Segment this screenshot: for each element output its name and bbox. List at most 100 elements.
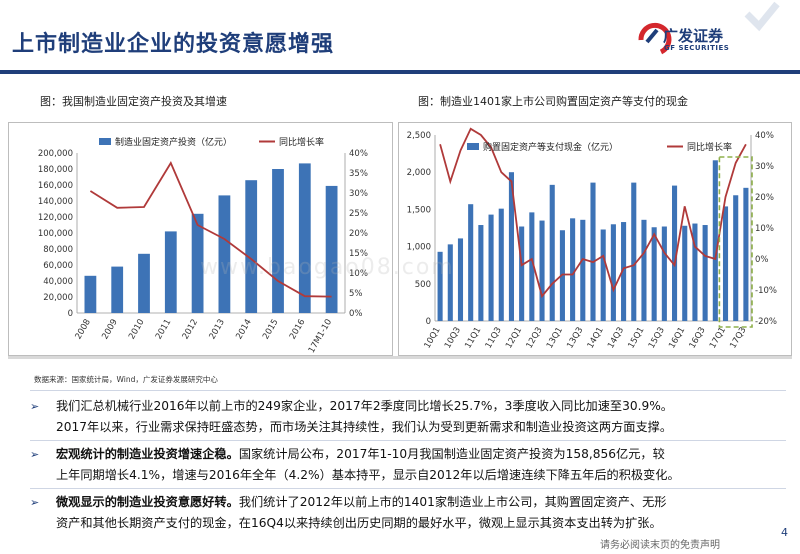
bar xyxy=(631,182,637,321)
x-tick-label: 2013 xyxy=(208,318,227,342)
x-tick-label: 2010 xyxy=(127,318,146,342)
bar xyxy=(478,225,484,321)
highlight-box xyxy=(718,156,753,328)
left-chart-frame: 0 20,000 40,000 60,000 80,000 100,000 120,000 1… xyxy=(8,122,393,356)
x-tick-label: 11Q3 xyxy=(484,326,504,351)
bar xyxy=(138,253,150,313)
bar xyxy=(600,229,606,321)
bar xyxy=(661,226,667,321)
bullet-2-line-1: 宏观统计的制造业投资增速企稳。国家统计局公布，2017年1-10月我国制造业固定… xyxy=(56,444,790,465)
bar xyxy=(457,238,464,321)
y-left-tick-label: 140,000 xyxy=(38,197,73,207)
bar xyxy=(743,187,749,321)
bar xyxy=(164,231,177,313)
y-right-tick-label: 40% xyxy=(755,131,774,141)
legend-bar-swatch xyxy=(467,143,479,150)
x-tick-label: 14Q1 xyxy=(586,326,606,351)
bar xyxy=(298,163,311,313)
y-right-tick-label: 0% xyxy=(755,255,769,265)
y-left-tick-label: 2,500 xyxy=(407,131,431,141)
x-tick-label: 13Q1 xyxy=(545,326,565,351)
right-chart-frame: 0 500 1,000 1,500 2,000 2,500 -20% -10% 0% 10% 20%… xyxy=(398,122,792,356)
x-tick-label: 17Q1 xyxy=(708,326,728,351)
bar xyxy=(325,185,338,313)
bar xyxy=(712,160,718,321)
bar xyxy=(245,180,258,313)
bar xyxy=(621,222,627,321)
corner-tick-decoration xyxy=(744,1,780,32)
bullet-3-line-2: 资产和其他长期资产支付的现金，在16Q4以来持续创出历史同期的最好水平，微观上显… xyxy=(56,516,662,530)
bar xyxy=(272,169,284,313)
bullet-arrow-icon: ➢ xyxy=(30,496,40,509)
x-tick-label: 2012 xyxy=(181,318,200,342)
y-right-tick-label: 25% xyxy=(349,209,368,219)
page-number: 4 xyxy=(781,526,788,539)
bar xyxy=(468,204,474,321)
y-left-tick-label: 2,000 xyxy=(407,168,431,178)
bar xyxy=(447,244,453,321)
right-chart-caption: 图：制造业1401家上市公司购置固定资产等支付的现金 xyxy=(418,95,688,108)
x-tick-label: 2008 xyxy=(74,318,93,342)
y-left-tick-label: 500 xyxy=(415,280,431,290)
bar xyxy=(702,225,708,321)
y-left-tick-label: 160,000 xyxy=(38,181,73,191)
bullet-arrow-icon: ➢ xyxy=(30,400,40,413)
bar xyxy=(519,226,525,321)
y-left-tick-label: 180,000 xyxy=(38,165,73,175)
right-chart: 0 500 1,000 1,500 2,000 2,500 -20% -10% 0% 10% 20%… xyxy=(407,127,777,351)
y-right-tick-label: -10% xyxy=(755,286,777,296)
bar xyxy=(641,219,647,321)
x-tick-label: 17M1-10 xyxy=(307,318,334,355)
bar xyxy=(570,218,576,321)
left-chart: 0 20,000 40,000 60,000 80,000 100,000 120,000 1… xyxy=(38,136,368,355)
y-left-tick-label: 20,000 xyxy=(43,293,73,303)
y-right-tick-label: 40% xyxy=(349,149,368,159)
bullet-1: ➢ 我们汇总机械行业2016年以前上市的249家企业，2017年2季度同比增长2… xyxy=(30,396,790,438)
y-right-tick-label: 20% xyxy=(349,229,368,239)
bar xyxy=(590,182,596,321)
x-tick-label: 11Q1 xyxy=(463,326,483,351)
x-tick-label: 2015 xyxy=(261,318,280,342)
bar xyxy=(651,227,657,321)
x-tick-label: 14Q3 xyxy=(606,326,626,351)
legend-bar-label: 购置固定资产等支付现金（亿元） xyxy=(483,141,618,153)
disclaimer: 请务必阅读末页的免责声明 xyxy=(600,540,720,551)
legend-bar-label: 制造业固定资产投资（亿元） xyxy=(115,136,232,148)
bar xyxy=(529,212,535,321)
y-left-tick-label: 100,000 xyxy=(38,229,73,239)
y-right-tick-label: 0% xyxy=(349,309,363,319)
bar xyxy=(580,219,586,321)
bullet-3-bold: 微观显示的制造业投资意愿好转。 xyxy=(56,495,239,509)
bullet-3-text: 我们统计了2012年以前上市的1401家制造业上市公司，其购置固定资产、无形 xyxy=(238,495,667,509)
bar xyxy=(84,275,97,313)
divider xyxy=(30,440,786,441)
logo-subtitle: GF SECURITIES xyxy=(664,44,730,52)
bar xyxy=(191,213,204,313)
bar xyxy=(111,266,124,313)
x-tick-label: 2016 xyxy=(288,318,307,342)
bar xyxy=(692,223,698,321)
y-right-tick-label: 5% xyxy=(349,289,363,299)
bullet-3: ➢ 微观显示的制造业投资意愿好转。我们统计了2012年以前上市的1401家制造业… xyxy=(30,492,790,534)
bar xyxy=(508,172,514,321)
x-tick-label: 2014 xyxy=(234,318,253,342)
title-underline xyxy=(0,70,800,74)
x-tick-label: 12Q1 xyxy=(504,326,524,351)
y-right-tick-label: 35% xyxy=(349,169,368,179)
bullet-2-bold: 宏观统计的制造业投资增速企稳。 xyxy=(56,447,239,461)
divider xyxy=(30,390,786,391)
growth-line xyxy=(89,161,332,298)
growth-line xyxy=(439,127,747,299)
gf-logo-icon xyxy=(638,22,672,55)
bar xyxy=(722,206,729,321)
y-right-tick-label: 15% xyxy=(349,249,368,259)
y-left-tick-label: 1,500 xyxy=(407,205,431,215)
y-left-tick-label: 0 xyxy=(426,317,431,327)
bar xyxy=(498,208,504,321)
left-chart-caption: 图：我国制造业固定资产投资及其增速 xyxy=(40,95,227,108)
legend-line-label: 同比增长率 xyxy=(279,136,324,148)
y-right-tick-label: 10% xyxy=(755,224,774,234)
y-left-tick-label: 60,000 xyxy=(43,261,73,271)
y-right-tick-label: 20% xyxy=(755,193,774,203)
bar xyxy=(539,220,545,321)
